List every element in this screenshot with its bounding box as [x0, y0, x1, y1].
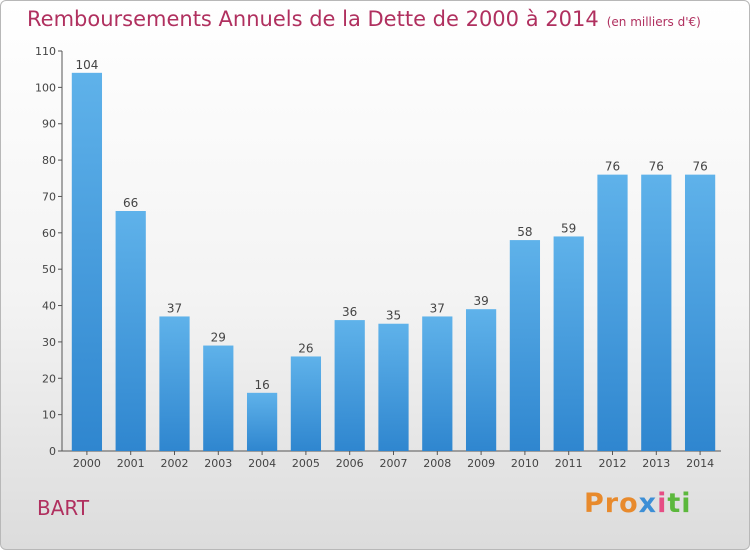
x-tick-label: 2010: [511, 457, 539, 470]
x-tick-label: 2009: [467, 457, 495, 470]
y-tick-label: 100: [35, 81, 56, 94]
y-tick-label: 0: [49, 445, 56, 458]
y-tick-label: 10: [42, 409, 56, 422]
y-tick-label: 110: [35, 45, 56, 58]
bar: [465, 309, 497, 451]
logo-part: Pro: [584, 488, 639, 519]
bar-value-label: 104: [75, 58, 98, 72]
y-tick-label: 80: [42, 154, 56, 167]
y-tick-label: 30: [42, 336, 56, 349]
bar-value-label: 37: [430, 301, 445, 315]
x-tick-label: 2004: [248, 457, 276, 470]
bar-value-label: 29: [211, 331, 226, 345]
bar: [71, 72, 103, 452]
bar-value-label: 76: [605, 160, 620, 174]
y-tick-label: 60: [42, 227, 56, 240]
bar-value-label: 66: [123, 196, 138, 210]
proxiti-logo: Proxiti: [584, 488, 692, 519]
x-tick-label: 2006: [336, 457, 364, 470]
x-tick-label: 2001: [117, 457, 145, 470]
y-tick-label: 40: [42, 300, 56, 313]
bar: [378, 323, 409, 451]
chart-axes: 0 10 20 30 40 50 60 70 80 90 100 110 2000 2001 2002 200…: [35, 45, 721, 470]
bar-value-label: 58: [517, 225, 532, 239]
x-tick-label: 2014: [686, 457, 714, 470]
x-tick-label: 2011: [555, 457, 583, 470]
bar-value-label: 26: [298, 341, 313, 355]
bar-value-label: 36: [342, 305, 357, 319]
bar-value-label: 37: [167, 301, 182, 315]
bar-value-label: 59: [561, 221, 576, 235]
chart-unit: (en milliers d'€): [606, 15, 701, 29]
x-tick-label: 2000: [73, 457, 101, 470]
y-tick-label: 90: [42, 118, 56, 131]
bar: [641, 174, 672, 452]
bar: [422, 316, 453, 451]
bar: [553, 236, 584, 451]
bar: [334, 320, 365, 451]
y-tick-label: 20: [42, 372, 56, 385]
x-tick-label: 2003: [204, 457, 232, 470]
bar: [246, 392, 278, 451]
logo-part: x: [638, 488, 658, 519]
bar: [597, 174, 628, 452]
commune-name: BART: [37, 496, 90, 520]
bar: [290, 356, 322, 451]
bar: [203, 345, 234, 451]
bar: [684, 174, 716, 452]
chart-bars: 104 66 37 29 16 26 36 35 37 39 58 59 76 76 76: [71, 58, 716, 452]
x-tick-label: 2013: [642, 457, 670, 470]
chart-title: Remboursements Annuels de la Dette de 20…: [27, 7, 701, 31]
x-tick-label: 2007: [380, 457, 408, 470]
y-tick-label: 50: [42, 263, 56, 276]
x-tick-label: 2005: [292, 457, 320, 470]
x-tick-label: 2002: [161, 457, 189, 470]
bar: [159, 316, 190, 451]
x-tick-label: 2008: [423, 457, 451, 470]
logo-part: ti: [667, 488, 692, 519]
y-tick-label: 70: [42, 190, 56, 203]
x-tick-label: 2012: [599, 457, 627, 470]
bar-value-label: 39: [473, 294, 488, 308]
logo-part: i: [657, 488, 668, 519]
chart-title-text: Remboursements Annuels de la Dette de 20…: [27, 7, 599, 31]
bar-value-label: 16: [254, 378, 269, 392]
bar-value-label: 76: [649, 160, 664, 174]
bar-value-label: 35: [386, 309, 401, 323]
bar: [509, 240, 541, 451]
bar: [115, 211, 146, 451]
bar-value-label: 76: [692, 160, 707, 174]
